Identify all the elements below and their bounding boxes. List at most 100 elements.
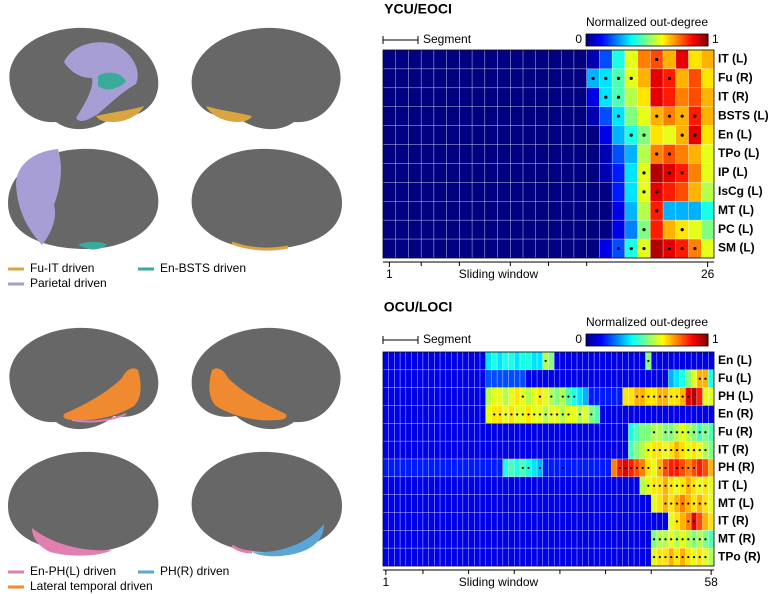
heatmap-cell xyxy=(662,351,669,371)
significance-dot xyxy=(670,431,673,434)
heatmap-cell xyxy=(633,440,641,460)
significance-dot xyxy=(521,413,524,416)
heatmap-cell xyxy=(514,476,521,495)
colorbar-step xyxy=(689,334,693,346)
legend-label: En-PH(L) driven xyxy=(30,564,116,578)
heatmap-cell xyxy=(662,512,669,531)
heatmap-cell xyxy=(605,351,612,371)
heatmap-cell xyxy=(559,423,566,442)
heatmap-cell xyxy=(428,547,435,567)
heatmap-cell xyxy=(446,49,460,70)
heatmap-cell xyxy=(645,405,652,424)
significance-dot xyxy=(704,502,707,505)
heatmap-cell xyxy=(522,49,537,70)
x-axis-label: Sliding window xyxy=(459,267,539,281)
heatmap-cell xyxy=(382,494,389,513)
heatmap-cell xyxy=(624,144,638,164)
significance-dot xyxy=(687,448,690,452)
heatmap-cell xyxy=(701,68,715,89)
row-label: MT (L) xyxy=(718,203,754,217)
heatmap-cell xyxy=(456,423,464,442)
heatmap-cell xyxy=(484,87,498,107)
heatmap-cell xyxy=(560,125,575,145)
colorbar-step xyxy=(588,34,591,46)
significance-dot xyxy=(698,502,701,505)
heatmap-cell xyxy=(628,387,635,406)
heatmap-cell xyxy=(637,49,651,70)
heatmap-cell xyxy=(553,512,561,531)
significance-dot xyxy=(687,431,690,434)
heatmap-cell xyxy=(497,144,511,164)
row-label: PH (L) xyxy=(718,389,753,403)
significance-dot xyxy=(704,431,707,434)
colorbar-step xyxy=(592,34,595,46)
significance-dot xyxy=(687,502,690,505)
heatmap-cell xyxy=(428,458,435,478)
heatmap-cell xyxy=(459,68,473,89)
heatmap-cell xyxy=(639,494,646,513)
colorbar-step xyxy=(681,34,685,46)
significance-dot xyxy=(664,466,667,470)
heatmap-cell xyxy=(408,219,422,240)
heatmap-cell xyxy=(605,512,612,531)
heatmap-cell xyxy=(496,423,504,442)
brain-bottom-lh-medial xyxy=(8,451,159,556)
legend-label: Parietal driven xyxy=(30,276,107,290)
heatmap-cell xyxy=(420,144,435,164)
heatmap-cell xyxy=(588,440,595,460)
heatmap-cell xyxy=(616,512,623,531)
heatmap-cell xyxy=(616,423,623,442)
significance-dot xyxy=(635,395,639,398)
heatmap-cell xyxy=(535,68,549,89)
heatmap-cell xyxy=(599,423,606,442)
colorbar-step xyxy=(636,334,640,346)
colorbar-step xyxy=(622,34,626,46)
heatmap-cell xyxy=(565,440,572,460)
legend-label: Fu-IT driven xyxy=(30,261,94,275)
heatmap-cell xyxy=(708,369,715,388)
heatmap-cell xyxy=(548,106,562,126)
heatmap-cell xyxy=(382,201,396,221)
heatmap-cell xyxy=(382,87,396,107)
heatmap-cell xyxy=(662,369,669,388)
significance-dot xyxy=(680,246,684,251)
heatmap-cell xyxy=(433,201,447,221)
heatmap-cell xyxy=(484,182,498,202)
significance-dot xyxy=(578,413,581,416)
heatmap-cell xyxy=(416,351,424,371)
significance-dot xyxy=(692,538,696,541)
heatmap-cell xyxy=(525,512,532,531)
colorbar-label: Normalized out-degree xyxy=(586,315,708,329)
heatmap-cell xyxy=(485,387,492,406)
significance-dot xyxy=(604,95,608,99)
heatmap-cell xyxy=(582,405,589,424)
colorbar-step xyxy=(665,334,668,346)
heatmap-cell xyxy=(485,476,492,495)
heatmap-cell xyxy=(668,458,675,478)
heatmap-cell xyxy=(502,458,509,478)
colorbar-step xyxy=(683,34,687,46)
significance-dot xyxy=(667,76,672,80)
heatmap-cell xyxy=(456,512,464,531)
heatmap-cell xyxy=(628,547,635,567)
heatmap-cell xyxy=(420,125,435,145)
heatmap-cell xyxy=(479,494,486,513)
heatmap-cell xyxy=(434,530,441,549)
heatmap-cell xyxy=(522,182,537,202)
heatmap-cell xyxy=(416,512,424,531)
heatmap-cell xyxy=(559,530,566,549)
heatmap-cell xyxy=(525,494,532,513)
heatmap-cell xyxy=(446,87,460,107)
significance-dot xyxy=(680,171,684,175)
heatmap-cell xyxy=(525,423,532,442)
significance-dot xyxy=(538,413,542,416)
heatmap-cell xyxy=(650,369,658,388)
heatmap-cell xyxy=(422,423,429,442)
heatmap-cell xyxy=(531,476,538,495)
heatmap-cell xyxy=(542,458,549,478)
heatmap-cell xyxy=(497,49,511,70)
row-label: PH (R) xyxy=(718,460,755,474)
heatmap-cell xyxy=(445,423,452,442)
heatmap-cell xyxy=(599,369,606,388)
heatmap-cell xyxy=(408,163,422,183)
